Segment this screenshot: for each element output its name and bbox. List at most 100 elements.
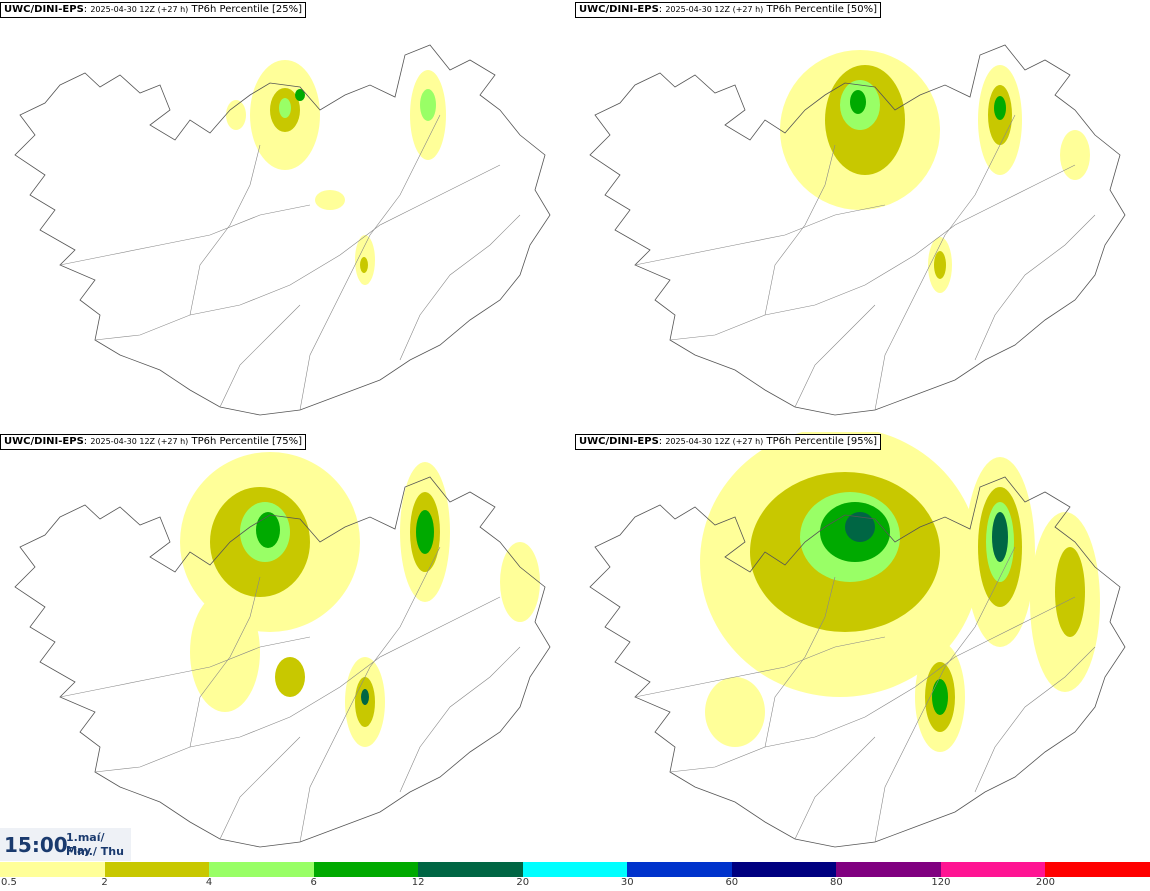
precip-area	[360, 257, 368, 273]
road-line	[299, 546, 441, 843]
coastline-path	[589, 44, 1126, 416]
panel-title: UWC/DINI-EPS: 2025-04-30 12Z (+27 h) TP6…	[575, 2, 882, 18]
coastline	[14, 44, 551, 416]
coastline-path	[14, 476, 551, 848]
precip-area	[256, 512, 280, 548]
model-name: UWC/DINI-EPS	[4, 4, 84, 15]
model-name: UWC/DINI-EPS	[4, 436, 84, 447]
valid-time: 15:00	[4, 833, 68, 857]
coastline	[14, 476, 551, 848]
colorbar-segment	[418, 862, 523, 877]
coastline	[589, 44, 1126, 416]
map-p95	[589, 432, 1126, 848]
precip-area	[420, 89, 436, 121]
road-line	[189, 144, 261, 316]
road-line	[634, 636, 886, 698]
colorbar-tick-label: 2	[101, 877, 108, 888]
precip-area	[500, 542, 540, 622]
precip-area	[315, 190, 345, 210]
field-name: TP6h Percentile [95%]	[766, 436, 878, 447]
model-name: UWC/DINI-EPS	[579, 436, 659, 447]
colorbar-segment	[627, 862, 732, 877]
run-time: 2025-04-30 12Z (+27 h)	[665, 5, 764, 14]
colorbar-segment	[209, 862, 314, 877]
valid-weekday: Fim./ Thu	[66, 845, 124, 858]
run-time: 2025-04-30 12Z (+27 h)	[665, 437, 764, 446]
colorbar-tick-label: 6	[310, 877, 317, 888]
map-panel-p75: UWC/DINI-EPS: 2025-04-30 12Z (+27 h) TP6…	[0, 432, 575, 864]
map-panel-p50: UWC/DINI-EPS: 2025-04-30 12Z (+27 h) TP6…	[575, 0, 1150, 432]
precip-area	[1055, 547, 1085, 637]
road-line	[94, 596, 501, 773]
road-line	[874, 114, 1016, 411]
road-line	[874, 546, 1016, 843]
precip-area	[850, 90, 866, 114]
colorbar-tick-label: 4	[205, 877, 213, 888]
precip-area	[845, 512, 875, 542]
map-panel-p95: UWC/DINI-EPS: 2025-04-30 12Z (+27 h) TP6…	[575, 432, 1150, 864]
road-line	[669, 164, 1076, 341]
valid-date: 1.maí/ May	[66, 831, 105, 857]
road-line	[974, 646, 1096, 793]
precip-area	[275, 657, 305, 697]
colorbar-segment	[0, 862, 105, 877]
colorbar-tick-label: 20	[516, 877, 530, 888]
coastline	[589, 476, 1126, 848]
colorbar-tick-label: 30	[620, 877, 634, 888]
colorbar-tick-label: 0.5	[1, 877, 17, 888]
precip-area	[361, 689, 369, 705]
road-line	[219, 736, 301, 840]
panel-title: UWC/DINI-EPS: 2025-04-30 12Z (+27 h) TP6…	[0, 2, 307, 18]
precip-area	[932, 679, 948, 715]
field-name: TP6h Percentile [50%]	[766, 4, 878, 15]
precip-area	[992, 512, 1008, 562]
colorbar-tick-label: 120	[931, 877, 951, 888]
precip-area	[226, 100, 246, 130]
colorbar-segment	[104, 862, 210, 877]
colorbar-segment	[836, 862, 941, 877]
road-line	[974, 214, 1096, 361]
colorbar-tick-label: 80	[829, 877, 843, 888]
colorbar	[0, 862, 1150, 877]
road-line	[669, 596, 1076, 773]
road-line	[94, 164, 501, 341]
precip-area	[295, 89, 305, 101]
precip-p25	[226, 60, 446, 285]
panel-title: UWC/DINI-EPS: 2025-04-30 12Z (+27 h) TP6…	[575, 434, 882, 450]
field-name: TP6h Percentile [75%]	[191, 436, 303, 447]
field-name: TP6h Percentile [25%]	[191, 4, 303, 15]
map-p50	[589, 44, 1126, 416]
precip-p75	[180, 452, 540, 747]
precip-area	[705, 677, 765, 747]
map-panel-p25: UWC/DINI-EPS: 2025-04-30 12Z (+27 h) TP6…	[0, 0, 575, 432]
precip-area	[279, 98, 291, 118]
run-time: 2025-04-30 12Z (+27 h)	[90, 437, 189, 446]
colorbar-segment	[731, 862, 837, 877]
precip-p50	[780, 50, 1090, 293]
colorbar-segment	[313, 862, 419, 877]
road-line	[764, 576, 836, 748]
road-line	[59, 204, 311, 266]
colorbar-tick-label: 200	[1035, 877, 1055, 888]
road-line	[399, 646, 521, 793]
road-line	[189, 576, 261, 748]
model-name: UWC/DINI-EPS	[579, 4, 659, 15]
coastline-path	[14, 44, 551, 416]
road-line	[59, 636, 311, 698]
road-line	[794, 736, 876, 840]
precip-area	[416, 510, 434, 554]
run-time: 2025-04-30 12Z (+27 h)	[90, 5, 189, 14]
road-line	[794, 304, 876, 408]
precip-area	[934, 251, 946, 279]
road-line	[634, 204, 886, 266]
colorbar-segment	[940, 862, 1046, 877]
road-line	[219, 304, 301, 408]
map-p25	[14, 44, 551, 416]
map-p75	[14, 452, 551, 848]
panel-title: UWC/DINI-EPS: 2025-04-30 12Z (+27 h) TP6…	[0, 434, 307, 450]
colorbar-labels: 0.5 2 4 6 12 20 30 60 80 120 200	[0, 877, 1150, 891]
valid-time-box: 15:00 1.maí/ May Fim./ Thu	[0, 828, 131, 861]
colorbar-tick-label: 60	[725, 877, 739, 888]
colorbar-tick-label: 12	[411, 877, 425, 888]
road-line	[764, 144, 836, 316]
